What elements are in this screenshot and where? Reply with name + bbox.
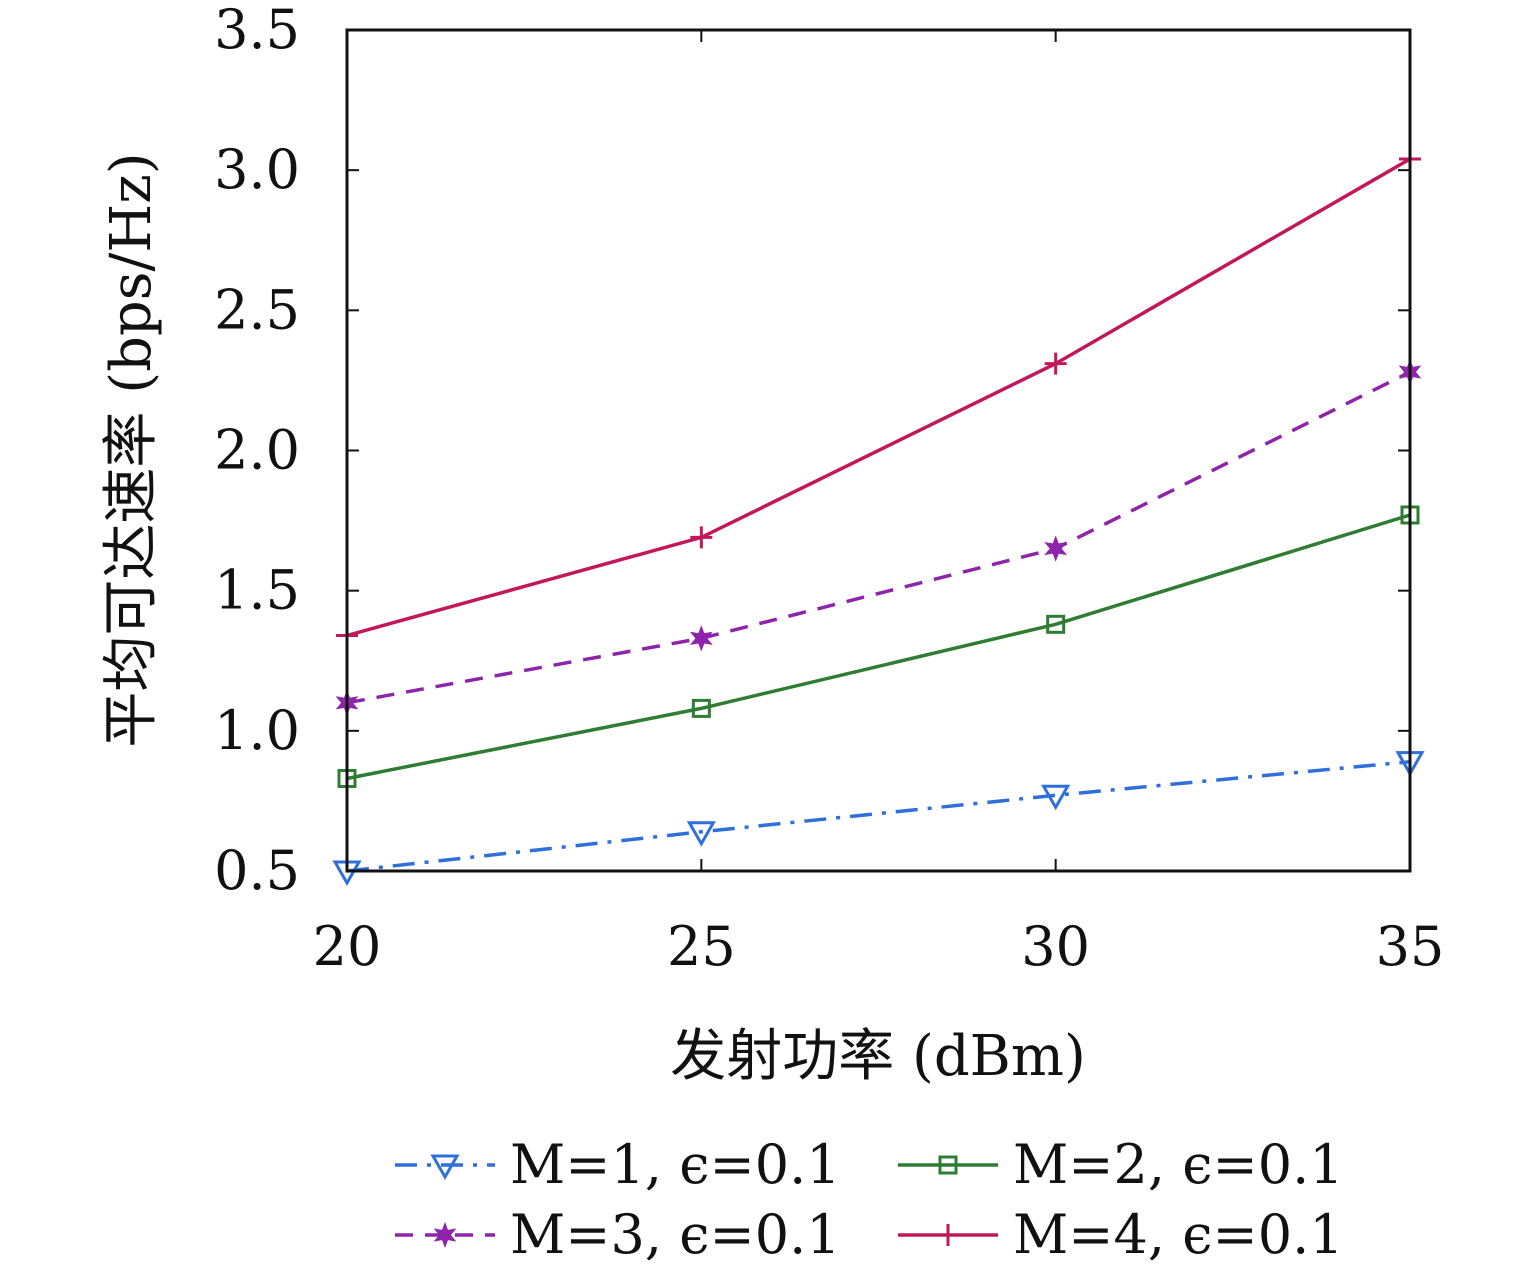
legend-marker — [430, 1154, 460, 1181]
data-point-1 — [1041, 784, 1071, 811]
data-point-3 — [1044, 535, 1068, 562]
y-axis-title: 平均可达速率 (bps/Hz) — [99, 152, 164, 747]
legend-label: M=4, ϵ=0.1 — [1013, 1203, 1344, 1266]
series-line-1 — [346, 759, 1411, 873]
legend-label: M=2, ϵ=0.1 — [1013, 1133, 1344, 1196]
y-tick-label: 3.0 — [214, 138, 300, 201]
series-line-2 — [346, 513, 1411, 781]
legend-item-4: M=4, ϵ=0.1 — [898, 1203, 1344, 1266]
data-point-1 — [686, 821, 716, 847]
series-line-3 — [346, 370, 1411, 705]
data-point-4 — [1044, 352, 1067, 375]
y-tick-label: 3.5 — [214, 0, 300, 61]
legend-item-2: M=2, ϵ=0.1 — [898, 1133, 1344, 1196]
data-point-2 — [691, 698, 711, 718]
legend-marker — [433, 1221, 457, 1249]
y-tick-label: 2.0 — [214, 419, 300, 482]
legend: M=1, ϵ=0.1 M=2, ϵ=0.1 M=3, ϵ=0.1 M=4, ϵ=0.1 — [395, 1133, 1344, 1266]
series-line-4 — [346, 157, 1411, 638]
series-markers — [332, 147, 1425, 887]
x-tick-label: 30 — [1021, 915, 1090, 978]
legend-marker — [937, 1224, 959, 1246]
legend-item-1: M=1, ϵ=0.1 — [395, 1133, 841, 1196]
data-point-2 — [1046, 614, 1066, 634]
x-tick-label: 20 — [313, 915, 382, 978]
x-axis-title: 发射功率 (dBm) — [670, 1024, 1086, 1089]
y-tick-label: 0.5 — [214, 839, 300, 902]
legend-item-3: M=3, ϵ=0.1 — [395, 1203, 841, 1266]
data-point-4 — [690, 526, 713, 549]
tick-labels: 0.5 1.0 1.5 2.0 2.5 3.0 3.5 20 25 30 35 — [214, 0, 1444, 978]
y-tick-label: 1.0 — [214, 699, 300, 762]
x-tick-label: 35 — [1376, 915, 1445, 978]
legend-label: M=1, ϵ=0.1 — [510, 1133, 841, 1196]
data-point-3 — [689, 625, 713, 652]
y-tick-label: 2.5 — [214, 278, 300, 341]
y-tick-label: 1.5 — [214, 559, 300, 622]
legend-label: M=3, ϵ=0.1 — [510, 1203, 841, 1266]
x-tick-label: 25 — [667, 915, 736, 978]
legend-marker — [938, 1155, 958, 1175]
plot-frame — [345, 28, 1412, 873]
series-lines — [346, 157, 1411, 873]
